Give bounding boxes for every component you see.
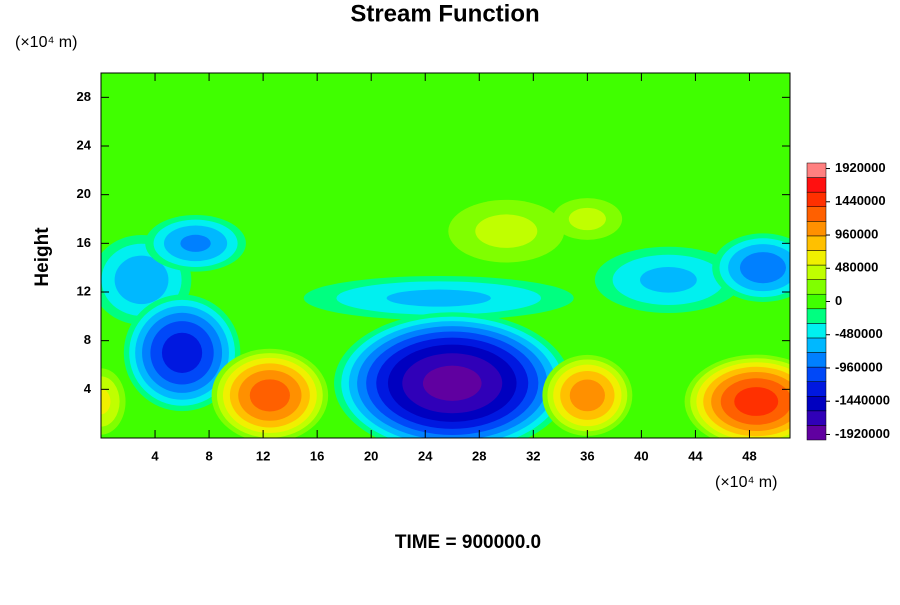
x-tick-label: 24 — [418, 448, 433, 463]
colorbar-label: -480000 — [835, 326, 883, 341]
colorbar-label: -1440000 — [835, 393, 890, 408]
y-tick-label: 12 — [77, 283, 91, 298]
x-tick-label: 36 — [580, 448, 594, 463]
colorbar-label: 960000 — [835, 226, 878, 241]
plot-frame — [100, 72, 791, 439]
contour-band — [739, 252, 786, 284]
colorbar-band — [806, 308, 827, 324]
colorbar-label: -960000 — [835, 359, 883, 374]
y-tick-label: 4 — [84, 381, 92, 396]
x-tick-label: 4 — [151, 448, 159, 463]
y-tick-label: 20 — [77, 186, 91, 201]
colorbar-band — [806, 352, 827, 368]
colorbar-band — [806, 221, 827, 237]
colorbar-band — [806, 162, 827, 178]
contour-band — [475, 214, 538, 248]
x-tick-label: 48 — [742, 448, 756, 463]
contour-band — [114, 255, 169, 305]
contour-band — [640, 267, 697, 293]
contour-field — [101, 73, 790, 438]
colorbar-band — [806, 293, 827, 310]
axes: 4 8 12 16 20 24 28 32 36 40 44 48481216202428-19200… — [77, 72, 890, 463]
colorbar-band — [806, 410, 827, 426]
x-tick-label: 16 — [310, 448, 324, 463]
contour-band — [101, 388, 111, 415]
x-tick-label: 12 — [256, 448, 270, 463]
colorbar-band — [806, 191, 827, 207]
colorbar-band — [806, 250, 827, 266]
colorbar-band — [806, 279, 827, 295]
colorbar-band — [806, 381, 827, 397]
colorbar-label: -1920000 — [835, 426, 890, 441]
x-tick-label: 32 — [526, 448, 540, 463]
colorbar-label: 480000 — [835, 260, 878, 275]
contour-band — [161, 332, 203, 373]
colorbar-label: 1440000 — [835, 193, 886, 208]
contour-band — [734, 387, 779, 416]
colorbar-band — [806, 177, 827, 193]
contour-band — [569, 379, 605, 412]
x-tick-label: 20 — [364, 448, 378, 463]
colorbar-band — [806, 337, 827, 353]
x-tick-label: 40 — [634, 448, 648, 463]
contour-band — [568, 207, 606, 231]
x-tick-label: 8 — [205, 448, 212, 463]
colorbar-band — [806, 396, 827, 412]
colorbar-band — [806, 206, 827, 222]
colorbar-band — [806, 425, 827, 441]
contour-band — [422, 365, 482, 401]
colorbar-band — [806, 235, 827, 251]
y-axis-label: Height — [32, 227, 53, 287]
colorbar-label: 0 — [835, 293, 842, 308]
chart-title: Stream Function — [350, 0, 539, 27]
y-tick-label: 8 — [84, 332, 91, 347]
y-tick-label: 28 — [77, 89, 91, 104]
x-tick-label: 28 — [472, 448, 486, 463]
x-tick-label: 44 — [688, 448, 703, 463]
x-unit: (×10⁴ m) — [715, 474, 777, 491]
contour-band — [386, 289, 491, 307]
y-tick-label: 24 — [77, 137, 92, 152]
contour-band — [180, 234, 211, 252]
colorbar-label: 1920000 — [835, 160, 886, 175]
footer: TIME = 900000.0 — [395, 532, 541, 553]
colorbar-band — [806, 366, 827, 382]
y-tick-label: 16 — [77, 235, 91, 250]
colorbar-band — [806, 264, 827, 280]
colorbar-band — [806, 323, 827, 339]
y-unit: (×10⁴ m) — [15, 34, 77, 51]
contour-band — [249, 379, 290, 412]
